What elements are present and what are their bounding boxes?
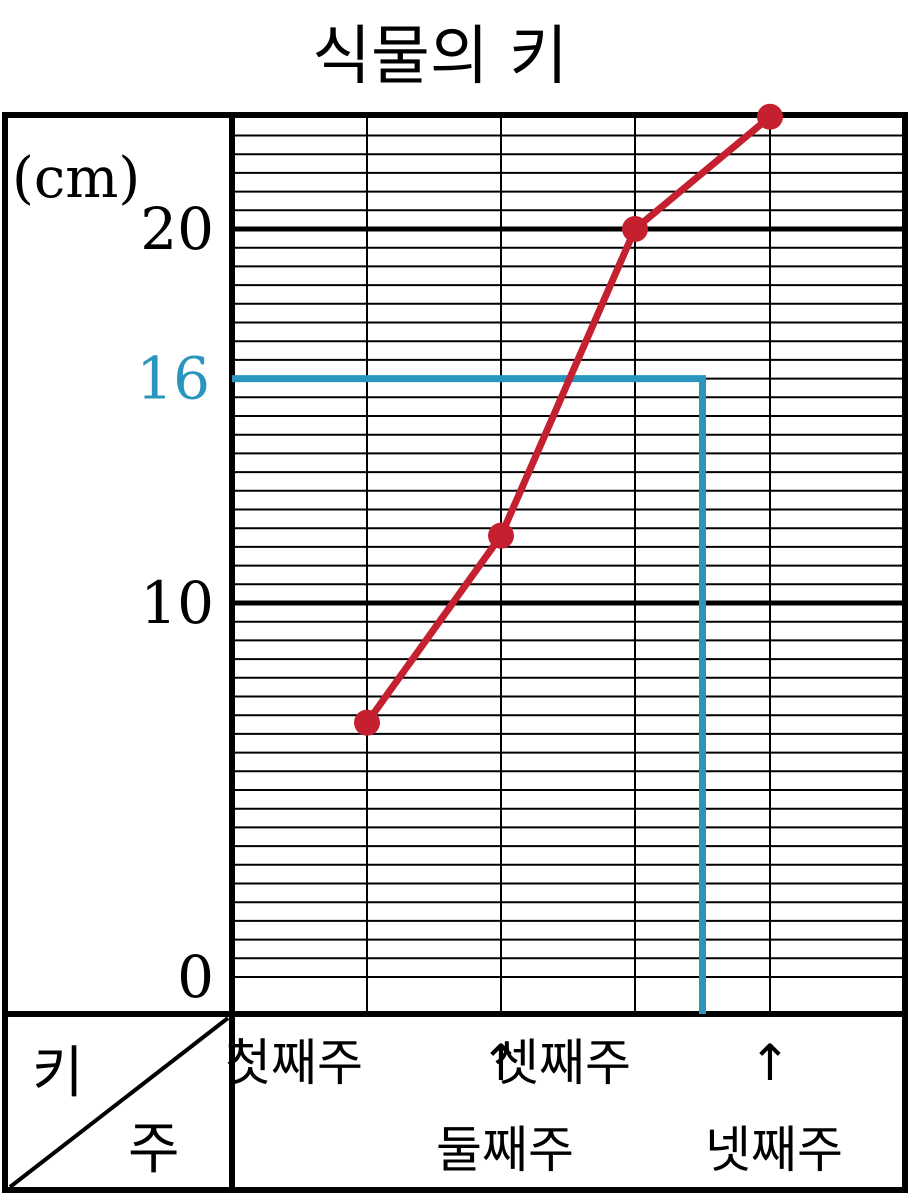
y-tick-label: 10	[140, 569, 214, 637]
x-category-label: 넷째주	[705, 1121, 843, 1179]
corner-diagonal	[8, 1016, 230, 1189]
grid	[232, 115, 905, 1014]
x-category-label: 셋째주	[493, 1034, 631, 1092]
col-header: 주	[128, 1117, 180, 1182]
y-tick-label: 0	[177, 943, 214, 1011]
x-category-label: 첫째주	[225, 1034, 363, 1092]
row-header: 키	[32, 1041, 84, 1106]
y-tick-labels: 0 10 20	[140, 195, 214, 1011]
chart-title: 식물의 키	[312, 20, 568, 94]
data-point	[757, 103, 783, 130]
series-line	[364, 114, 773, 725]
data-point	[354, 709, 380, 736]
data-point	[622, 216, 648, 242]
chart-frame	[2, 112, 908, 1193]
series	[354, 103, 783, 736]
unit-label: (cm)	[12, 146, 140, 211]
guide-label: 16	[136, 345, 210, 413]
y-tick-label: 20	[140, 195, 214, 263]
guide-lines: 16	[136, 345, 706, 1014]
x-category-label: 둘째주	[436, 1121, 574, 1179]
guide-line	[232, 375, 706, 1014]
x-column-mark: ↑	[749, 1034, 791, 1092]
data-point	[488, 522, 514, 549]
x-column-mark: ↑	[480, 1034, 522, 1092]
